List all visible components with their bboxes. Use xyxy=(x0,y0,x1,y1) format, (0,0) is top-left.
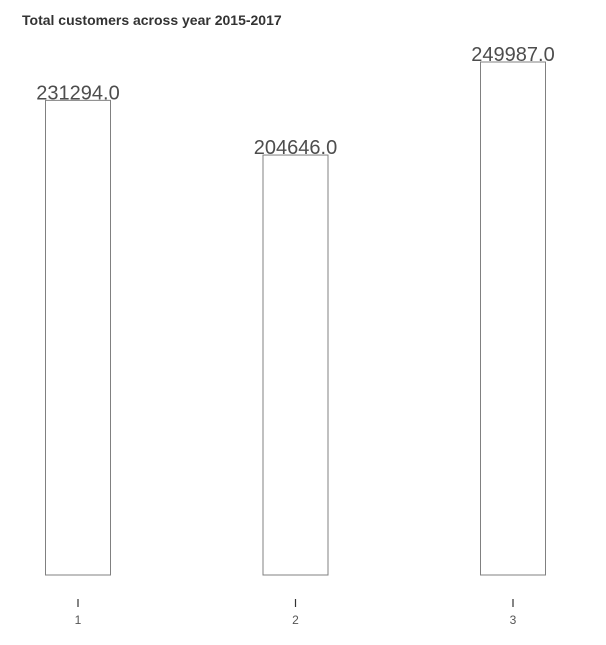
data-labels-layer: 231294.0 204646.0 249987.0 xyxy=(36,44,554,159)
chart-title: Total customers across year 2015-2017 xyxy=(22,12,282,28)
bar-2 xyxy=(262,154,329,576)
x-tick-label-1: 1 xyxy=(75,613,82,627)
data-label-2: 204646.0 xyxy=(254,137,337,159)
bar-1 xyxy=(45,99,111,576)
x-axis: 1 2 3 xyxy=(75,599,517,627)
data-label-3: 249987.0 xyxy=(471,44,554,66)
bar-3 xyxy=(480,61,546,576)
data-label-1: 231294.0 xyxy=(36,82,119,104)
bars-layer xyxy=(45,61,546,576)
x-tick-label-2: 2 xyxy=(292,613,299,627)
x-tick-label-3: 3 xyxy=(510,613,517,627)
